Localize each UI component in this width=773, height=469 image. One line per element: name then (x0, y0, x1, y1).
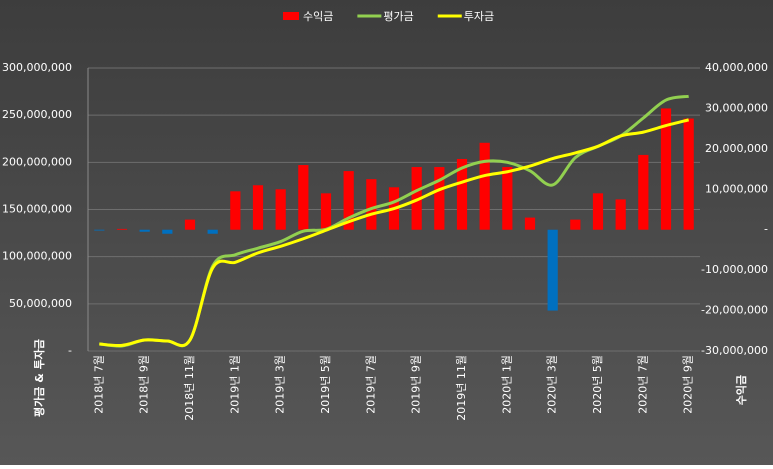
bar (592, 193, 604, 230)
x-tick-label: 2020년 9월 (682, 355, 695, 414)
legend-swatch (283, 12, 299, 20)
bar (252, 185, 264, 230)
y2-tick-label: -30,000,000 (701, 344, 768, 357)
y2-axis-title: 수익금 (735, 375, 748, 405)
x-tick-label: 2019년 3월 (274, 355, 287, 414)
legend-label: 수익금 (303, 10, 333, 23)
bar (683, 118, 694, 230)
x-tick-label: 2019년 5월 (319, 355, 332, 414)
bar (184, 219, 196, 230)
x-tick-label: 2018년 11월 (183, 355, 196, 421)
x-tick-label: 2020년 1월 (500, 355, 513, 414)
bar (230, 191, 241, 230)
bar (638, 154, 649, 230)
line (99, 118, 690, 348)
bar (94, 229, 105, 231)
bar (570, 219, 581, 230)
bar (502, 167, 513, 230)
bar (547, 229, 558, 311)
y2-tick-label: 20,000,000 (705, 142, 768, 155)
bar (275, 189, 286, 230)
x-tick-label: 2018년 9월 (138, 355, 151, 414)
x-tick-label: 2020년 7월 (636, 355, 649, 414)
y2-tick-label: 40,000,000 (705, 61, 768, 74)
x-tick-label: 2019년 7월 (364, 355, 377, 414)
bar (320, 193, 332, 230)
y-tick-label: - (68, 344, 72, 357)
bar (116, 228, 128, 230)
x-tick-label: 2019년 9월 (410, 355, 423, 414)
x-tick-label: 2020년 5월 (591, 355, 604, 414)
y2-tick-label: -20,000,000 (701, 304, 768, 317)
bar (298, 165, 309, 230)
bar (434, 167, 445, 230)
bar (479, 142, 490, 230)
y2-tick-label: - (764, 223, 768, 236)
y2-tick-label: 10,000,000 (705, 182, 768, 195)
bar (139, 229, 150, 232)
x-tick-label: 2019년 1월 (228, 355, 241, 414)
legend-label: 평가금 (383, 10, 413, 23)
bar (207, 229, 218, 234)
x-tick-label: 2020년 3월 (546, 355, 559, 414)
bar (456, 158, 468, 230)
y-tick-label: 50,000,000 (9, 297, 72, 310)
y-tick-label: 100,000,000 (2, 250, 72, 263)
bar (524, 217, 536, 230)
bar (615, 199, 626, 230)
bar (343, 171, 354, 230)
x-tick-label: 2019년 11월 (455, 355, 468, 421)
y-tick-label: 150,000,000 (2, 203, 72, 216)
y-tick-label: 300,000,000 (2, 61, 72, 74)
y2-tick-label: -10,000,000 (701, 263, 768, 276)
x-tick-label: 2018년 7월 (92, 355, 105, 414)
bar (660, 108, 672, 230)
bar (366, 179, 377, 230)
bar (162, 229, 173, 234)
y-axis-title: 평가금 & 투자금 (32, 339, 46, 417)
y-tick-label: 200,000,000 (2, 155, 72, 168)
y-tick-label: 250,000,000 (2, 108, 72, 121)
bar (411, 167, 422, 230)
legend-label: 투자금 (464, 10, 494, 23)
y2-tick-label: 30,000,000 (705, 101, 768, 114)
